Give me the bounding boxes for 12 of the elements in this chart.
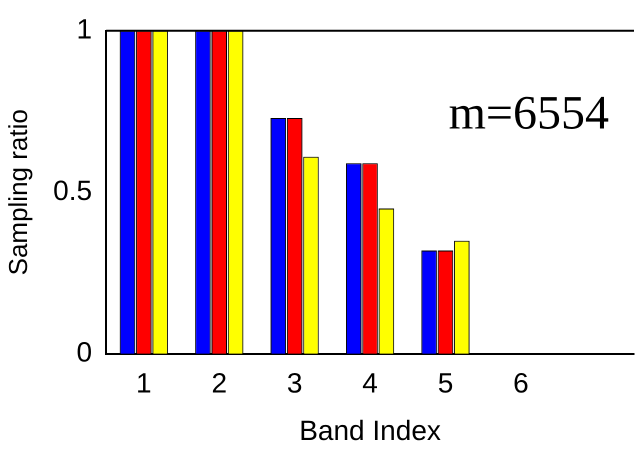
x-tick-label: 4 [362, 367, 378, 398]
y-axis-title: Sampling ratio [2, 109, 33, 276]
x-tick-label: 6 [513, 367, 529, 398]
annotation: m=6554 [448, 86, 609, 140]
x-tick-label: 5 [438, 367, 454, 398]
y-tick-label: 1 [76, 14, 92, 45]
x-tick-label: 3 [286, 367, 302, 398]
x-tick-label: 1 [136, 367, 152, 398]
x-axis-title: Band Index [299, 414, 441, 446]
y-tick-label: 0 [76, 336, 92, 368]
x-tick-label: 2 [211, 367, 228, 398]
y-tick-label: 0.5 [53, 175, 92, 206]
